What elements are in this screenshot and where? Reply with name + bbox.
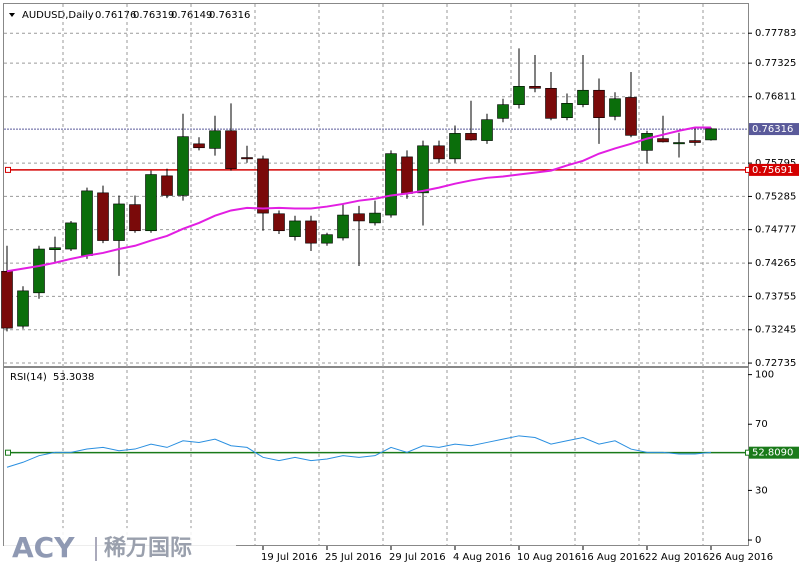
x-tick-label: 22 Aug 2016 [645,552,709,563]
symbol: AUDUSD,Daily [22,10,94,21]
y-tick-label: 0 [755,535,761,546]
level-box [749,163,799,176]
candle-body [177,136,189,196]
header-open: 0.76176 [95,10,136,21]
candle-body [369,212,381,224]
candle-body [561,103,573,118]
candle-body [657,138,669,143]
candle-body [321,234,333,244]
watermark-bg [4,528,236,568]
rsi-panel-frame [3,367,749,546]
candle-body [145,174,157,232]
y-tick-label: 0.77325 [755,58,796,69]
candle-body [225,130,237,169]
moving-average [6,126,711,273]
y-tick-label: 0.76811 [755,92,796,103]
candle-body [193,143,205,149]
candle-body [417,145,429,194]
candle-body [81,190,93,256]
candle-body [497,104,509,119]
candle-body [305,220,317,244]
y-tick-label: 0.73245 [755,325,796,336]
candle-body [273,213,285,232]
candle-body [673,142,685,145]
candle-body [65,222,77,250]
level-handle [5,449,11,456]
rsi-level-label: 52.8090 [752,448,793,459]
y-tick-label: 0.75795 [755,158,796,169]
x-tick-label: 25 Jul 2016 [325,552,382,563]
candle-body [1,270,13,329]
x-tick-label: 19 Jul 2016 [261,552,318,563]
candle-body [529,86,541,89]
x-tick-label: 29 Jul 2016 [389,552,446,563]
candle-body [689,140,701,143]
candle-body [17,290,29,327]
candle-body [129,204,141,232]
watermark-brand: ACY [12,531,75,564]
rsi-value: 53.3038 [53,372,94,383]
y-tick-label: 100 [755,370,774,381]
candle-body [385,153,397,216]
y-tick-label: 0.74777 [755,225,796,236]
candle-body [401,156,413,194]
level-label: 0.75691 [752,165,793,176]
y-tick-label: 0.75285 [755,191,796,202]
candle-body [705,128,717,141]
plot: 0.77783 0.77325 0.76811 0.75795 0.75285 0.747… [1,4,799,563]
candle-body [449,133,461,160]
candle-body [593,89,605,118]
price-box [749,123,799,136]
watermark-name: 稀万国际 [104,535,192,561]
candle-body [577,89,589,105]
candle-body [433,145,445,160]
price-label: 0.76316 [752,124,793,135]
header-low: 0.76149 [171,10,212,21]
main-panel-frame [3,3,749,367]
y-tick-label: 30 [755,485,768,496]
x-tick-label: 10 Aug 2016 [517,552,581,563]
x-tick-label: 26 Aug 2016 [709,552,773,563]
candle-body [545,87,557,119]
y-tick-label: 0.72735 [755,358,796,369]
candle-body [465,133,477,141]
candle-body [337,214,349,239]
candle-body [113,203,125,241]
candle-body [97,192,109,241]
y-tick-label: 0.74265 [755,258,796,269]
header-high: 0.76319 [133,10,174,21]
y-tick-label: 0.77783 [755,28,796,39]
rsi-line [6,435,712,468]
rsi-title: RSI(14) [10,372,47,383]
menu-triangle[interactable] [9,13,15,17]
rsi-level-box [749,446,799,459]
candle-body [161,175,173,196]
candle-body [33,248,45,294]
candle-body [353,213,365,222]
candle-body [289,220,301,237]
candle-body [209,130,221,149]
level-handle [5,166,11,173]
x-tick-label: 4 Aug 2016 [453,552,511,563]
candle-body [49,247,61,250]
x-tick-label: 16 Aug 2016 [581,552,645,563]
header-close: 0.76316 [209,10,250,21]
y-tick-label: 0.73755 [755,291,796,302]
candle-body [609,98,621,117]
candle-body [625,97,637,136]
candle-body [513,86,525,105]
candle-body [257,158,269,214]
candle-body [641,133,653,151]
y-tick-label: 70 [755,419,768,430]
candle-body [481,119,493,141]
candle-body [241,157,253,160]
